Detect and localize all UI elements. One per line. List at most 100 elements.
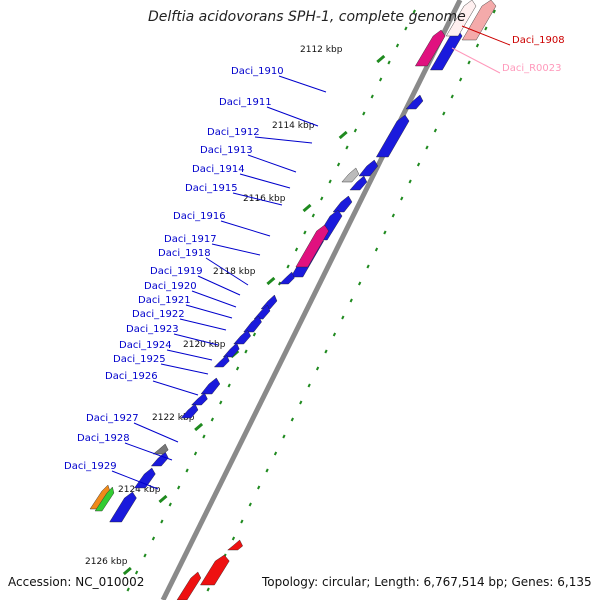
gene-label[interactable]: Daci_1917 bbox=[164, 234, 217, 245]
ring-tick bbox=[311, 213, 315, 218]
gene-arrow[interactable] bbox=[332, 195, 353, 213]
gene-arrow[interactable] bbox=[405, 94, 424, 110]
ring-tick bbox=[412, 9, 416, 14]
gene-label[interactable]: Daci_R0023 bbox=[502, 63, 562, 74]
kbp-tick-label: 2126 kbp bbox=[85, 557, 128, 567]
ring-tick bbox=[362, 111, 366, 116]
gene-arrow[interactable] bbox=[243, 315, 262, 333]
gene-arrow[interactable] bbox=[349, 175, 368, 191]
gene-arrow-pink[interactable] bbox=[295, 224, 329, 268]
gene-arrow-red[interactable] bbox=[200, 554, 230, 586]
gene-label[interactable]: Daci_1919 bbox=[150, 266, 203, 277]
ring-tick bbox=[374, 247, 379, 252]
ring-tick bbox=[395, 43, 400, 48]
gene-arrow[interactable] bbox=[200, 377, 221, 395]
gene-label[interactable]: Daci_1928 bbox=[77, 433, 130, 444]
gene-arrow[interactable] bbox=[191, 392, 208, 406]
ring-tick bbox=[244, 349, 248, 354]
ring-tick bbox=[475, 43, 480, 48]
ring-tick bbox=[126, 587, 130, 592]
gene-arrow-grey[interactable] bbox=[341, 167, 360, 183]
gene-label[interactable]: Daci_1922 bbox=[132, 309, 185, 320]
ring-tick bbox=[345, 145, 349, 150]
ring-tick bbox=[248, 502, 252, 507]
ring-tick bbox=[177, 485, 181, 490]
gene-label[interactable]: Daci_1916 bbox=[173, 211, 226, 222]
gene-label[interactable]: Daci_1910 bbox=[231, 66, 284, 77]
gene-label[interactable]: Daci_1921 bbox=[138, 295, 191, 306]
ring-tick bbox=[391, 213, 395, 218]
label-leader-line bbox=[152, 380, 199, 396]
gene-label[interactable]: Daci_1923 bbox=[126, 324, 179, 335]
gene-arrow[interactable] bbox=[375, 114, 410, 158]
gene-arrow[interactable] bbox=[233, 329, 251, 345]
ring-tick bbox=[353, 128, 358, 133]
gene-arrow[interactable] bbox=[180, 403, 199, 419]
gene-arrow-red[interactable] bbox=[227, 539, 243, 551]
label-leader-line bbox=[133, 422, 179, 443]
label-leader-line bbox=[278, 75, 327, 93]
ring-tick bbox=[458, 77, 463, 82]
ring-tick bbox=[252, 332, 257, 337]
label-leader-line bbox=[205, 257, 249, 286]
gene-label[interactable]: Daci_1918 bbox=[158, 248, 211, 259]
kbp-tick-label: 2118 kbp bbox=[213, 267, 256, 277]
ring-tick bbox=[307, 383, 311, 388]
kbp-tick-label: 2112 kbp bbox=[300, 45, 343, 55]
kbp-tick-label: 2122 kbp bbox=[152, 413, 195, 423]
gene-arrow[interactable] bbox=[109, 491, 137, 523]
ring-tick bbox=[400, 196, 404, 201]
gene-labels[interactable]: Daci_1908 Daci_R0023 Daci_1910 Daci_1911 Dac… bbox=[64, 35, 565, 472]
ring-tick bbox=[442, 111, 446, 116]
gene-label[interactable]: Daci_1908 bbox=[512, 35, 565, 46]
gene-arrow-faded[interactable] bbox=[461, 0, 497, 41]
ring-tick bbox=[202, 434, 206, 439]
ring-tick bbox=[143, 553, 147, 558]
ring-tick bbox=[336, 162, 341, 167]
gene-label[interactable]: Daci_1927 bbox=[86, 413, 139, 424]
gene-arrow[interactable] bbox=[260, 294, 278, 310]
gene-label[interactable]: Daci_1924 bbox=[119, 340, 172, 351]
kbp-tick-label: 2116 kbp bbox=[243, 194, 286, 204]
ring-tick bbox=[286, 264, 290, 269]
gene-arrow[interactable] bbox=[278, 271, 295, 285]
gene-arrow[interactable] bbox=[213, 354, 230, 368]
ring-tick bbox=[370, 94, 374, 99]
gene-label[interactable]: Daci_1929 bbox=[64, 461, 117, 472]
ring-tick bbox=[328, 179, 332, 184]
gene-arrow[interactable] bbox=[222, 342, 240, 358]
ring-tick bbox=[235, 366, 240, 371]
gene-arrow-grey[interactable] bbox=[152, 443, 169, 455]
gene-arrow-green[interactable] bbox=[94, 486, 115, 512]
gene-label[interactable]: Daci_1920 bbox=[144, 281, 197, 292]
ring-tick bbox=[227, 383, 231, 388]
ring-tick bbox=[185, 468, 189, 473]
gene-features bbox=[89, 0, 497, 600]
gene-label[interactable]: Daci_1925 bbox=[113, 354, 166, 365]
gene-label[interactable]: Daci_1914 bbox=[192, 164, 245, 175]
label-leader-line bbox=[211, 243, 261, 256]
gene-arrow-faded[interactable] bbox=[445, 0, 477, 37]
ring-tick bbox=[332, 332, 337, 337]
gene-arrow[interactable] bbox=[358, 159, 379, 177]
gene-label[interactable]: Daci_1926 bbox=[105, 371, 158, 382]
gene-arrow-pink[interactable] bbox=[414, 29, 446, 67]
gene-arrow[interactable] bbox=[253, 304, 271, 320]
gene-arrow-red[interactable] bbox=[176, 571, 202, 600]
gene-label[interactable]: Daci_1912 bbox=[207, 127, 260, 138]
ring-tick bbox=[492, 9, 496, 14]
label-leader-line bbox=[266, 106, 319, 127]
kbp-tick-mark bbox=[158, 494, 168, 504]
kbp-tick-mark bbox=[194, 422, 204, 432]
ring-tick bbox=[366, 264, 370, 269]
ring-tick bbox=[168, 502, 172, 507]
ring-tick bbox=[358, 281, 362, 286]
gene-arrow[interactable] bbox=[134, 467, 156, 489]
gene-label[interactable]: Daci_1911 bbox=[219, 97, 272, 108]
gene-label[interactable]: Daci_1913 bbox=[200, 145, 253, 156]
genome-title: Delftia acidovorans SPH-1, complete geno… bbox=[148, 9, 466, 25]
gene-arrow[interactable] bbox=[150, 451, 169, 467]
gene-label[interactable]: Daci_1915 bbox=[185, 183, 238, 194]
kbp-tick-mark bbox=[376, 54, 386, 64]
ring-ticks bbox=[126, 9, 496, 592]
